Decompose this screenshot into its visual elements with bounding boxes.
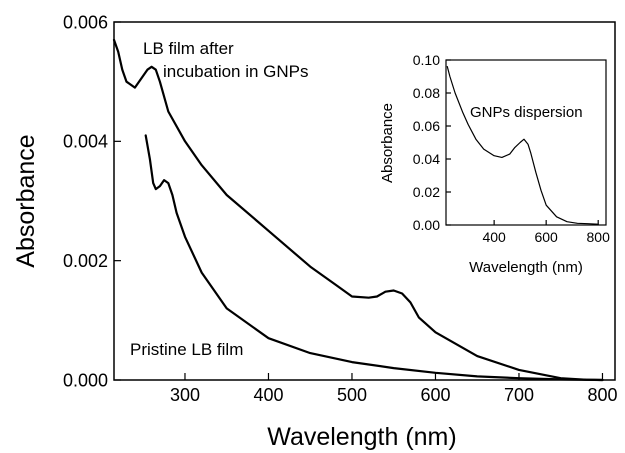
inset-x-tick-label: 400 — [482, 229, 506, 245]
main-y-tick-label: 0.002 — [63, 251, 108, 271]
main-x-axis-title: Wavelength (nm) — [267, 423, 456, 451]
main-plot-frame — [113, 21, 616, 381]
inset-y-axis-title: Absorbance — [379, 103, 396, 183]
inset-x-ticks: 400 600 800 — [482, 220, 610, 245]
main-x-tick-label: 800 — [587, 385, 617, 405]
main-y-tick-label: 0.004 — [63, 132, 108, 152]
main-x-tick-label: 400 — [253, 385, 283, 405]
main-x-ticks: 300 400 500 600 700 800 — [170, 373, 617, 405]
main-x-tick-label: 300 — [170, 385, 200, 405]
main-x-tick-label: 700 — [504, 385, 534, 405]
inset-annotation-gnps-dispersion: GNPs dispersion — [470, 104, 583, 121]
main-y-ticks: 0.000 0.002 0.004 0.006 — [63, 12, 121, 390]
main-y-tick-label: 0.000 — [63, 370, 108, 390]
annotation-lb-film-after: LB film after — [143, 39, 234, 58]
main-series-group — [112, 38, 604, 382]
inset-series-line-0 — [446, 66, 599, 225]
annotation-pristine-lb-film: Pristine LB film — [130, 340, 243, 359]
inset-x-axis-title: Wavelength (nm) — [469, 259, 583, 276]
main-y-axis-title: Absorbance — [12, 134, 40, 267]
inset-y-tick-label: 0.10 — [413, 52, 440, 68]
inset-y-tick-label: 0.00 — [413, 217, 440, 233]
inset-x-tick-label: 600 — [534, 229, 558, 245]
annotation-incubation-in-gnps: incubation in GNPs — [163, 62, 309, 81]
main-series-line-1 — [144, 134, 604, 382]
main-series-line-0 — [112, 38, 604, 382]
inset-y-tick-label: 0.08 — [413, 85, 440, 101]
main-x-tick-label: 600 — [420, 385, 450, 405]
inset-y-tick-label: 0.06 — [413, 118, 440, 134]
inset-series-group — [446, 66, 599, 225]
inset-y-tick-label: 0.02 — [413, 184, 440, 200]
main-y-tick-label: 0.006 — [63, 12, 108, 32]
inset-y-tick-label: 0.04 — [413, 151, 440, 167]
inset-y-ticks: 0.00 0.02 0.04 0.06 0.08 0.10 — [413, 52, 451, 233]
main-x-tick-label: 500 — [337, 385, 367, 405]
inset-x-tick-label: 800 — [587, 229, 611, 245]
